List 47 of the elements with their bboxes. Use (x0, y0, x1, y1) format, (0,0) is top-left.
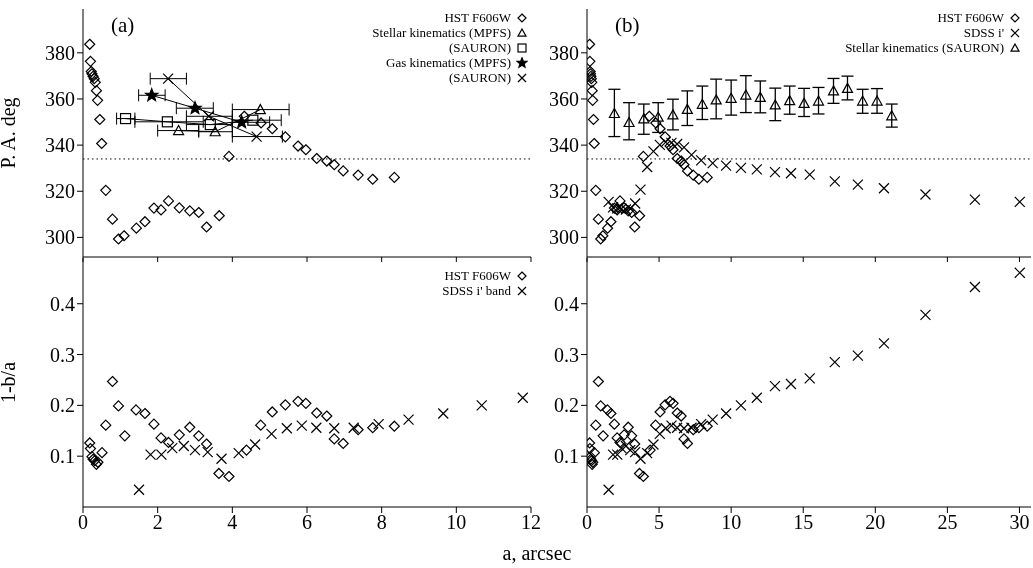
y-tick-label: 0.1 (554, 445, 579, 468)
legend-label: Stellar kinematics (MPFS) (372, 25, 511, 40)
x-tick-label: 0 (78, 511, 88, 534)
y-tick-label: 340 (549, 134, 579, 157)
x-axis-title: a, arcsec (501, 542, 573, 565)
x-tick-label: 15 (793, 511, 814, 534)
y-tick-label: 0.3 (50, 343, 75, 366)
legend-label: HST F606W (444, 268, 511, 283)
legend-label: HST F606W (937, 10, 1004, 25)
x-tick-label: 2 (152, 511, 163, 534)
annotation: (a) (111, 13, 135, 38)
x-tick-label: 4 (227, 511, 238, 534)
legend-label: SDSS i' (963, 25, 1004, 40)
legend-label: (SAURON) (448, 40, 511, 55)
y-tick-label: 340 (45, 134, 75, 157)
legend-label: Gas kinematics (MPFS) (386, 55, 511, 70)
x-tick-label: 10 (446, 511, 467, 534)
x-tick-label: 20 (865, 511, 886, 534)
y-tick-label: 0.4 (50, 292, 75, 315)
x-tick-label: 25 (937, 511, 958, 534)
x-tick-label: 5 (654, 511, 665, 534)
legend-label: Stellar kinematics (SAURON) (845, 40, 1004, 55)
x-tick-label: 10 (721, 511, 742, 534)
y-tick-label: 320 (549, 180, 579, 203)
legend-label: HST F606W (444, 10, 511, 25)
y-tick-label: 0.1 (50, 445, 75, 468)
y-tick-label: 380 (549, 41, 579, 64)
y-axis-title: P. A. deg (0, 97, 21, 169)
x-tick-label: 12 (521, 511, 541, 534)
x-tick-label: 6 (302, 511, 312, 534)
y-tick-label: 300 (45, 226, 75, 249)
y-tick-label: 320 (45, 180, 75, 203)
annotation: (b) (615, 13, 640, 38)
x-tick-label: 8 (376, 511, 387, 534)
y-tick-label: 0.4 (554, 292, 579, 315)
legend-label: (SAURON) (448, 70, 511, 85)
y-tick-label: 360 (549, 88, 579, 111)
legend-label: SDSS i' band (442, 283, 511, 298)
x-tick-label: 30 (1009, 511, 1030, 534)
y-tick-label: 0.3 (554, 343, 579, 366)
y-axis-title: 1-b/a (0, 361, 20, 404)
y-tick-label: 380 (45, 41, 75, 64)
x-tick-label: 0 (582, 511, 592, 534)
y-tick-label: 0.2 (50, 394, 75, 417)
y-tick-label: 0.2 (554, 394, 579, 417)
y-tick-label: 300 (549, 226, 579, 249)
y-tick-label: 360 (45, 88, 75, 111)
